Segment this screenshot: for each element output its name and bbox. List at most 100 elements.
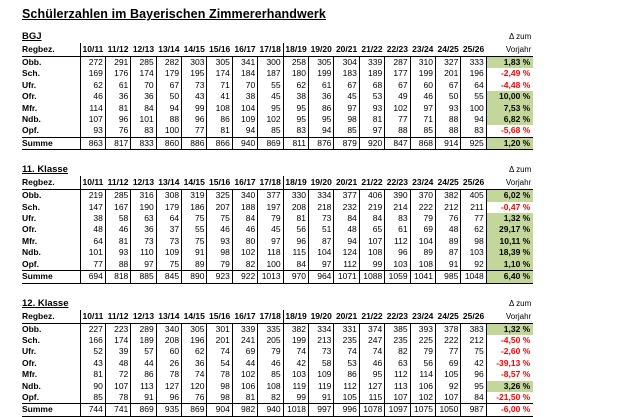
value-cell: 73 (181, 79, 208, 92)
year-header: 12/13 (130, 43, 157, 57)
value-cell: 227 (80, 323, 106, 335)
value-cell: 46 (410, 91, 436, 103)
value-cell: 110 (130, 247, 157, 259)
value-cell: 303 (181, 56, 208, 69)
value-cell: 95 (257, 102, 284, 115)
year-header: 20/21 (333, 309, 360, 324)
year-header: 10/11 (80, 309, 106, 324)
value-cell: 54 (206, 357, 233, 370)
value-cell: 93 (80, 125, 106, 138)
data-row: Sch. 166 174 189 208 196 201 241 205 199 213 235 247… (22, 334, 533, 347)
value-cell: 199 (410, 68, 436, 80)
value-cell: 70 (130, 79, 157, 92)
value-cell: 188 (232, 201, 259, 214)
value-cell: 44 (130, 357, 157, 370)
value-cell: 45 (333, 91, 360, 103)
value-cell: 36 (181, 357, 208, 370)
delta-cell: 10,00 % (486, 91, 534, 103)
value-cell: 103 (283, 369, 310, 381)
value-cell: 108 (257, 380, 284, 392)
value-cell: 199 (308, 68, 335, 80)
value-cell: 79 (410, 213, 436, 225)
value-cell: 97 (333, 102, 360, 115)
year-header: 19/20 (308, 43, 334, 57)
value-cell: 1088 (359, 270, 386, 284)
value-cell: 119 (283, 380, 310, 392)
value-cell: 84 (283, 258, 310, 271)
value-cell: 940 (232, 136, 259, 151)
value-cell: 97 (410, 102, 436, 115)
value-cell: 741 (105, 403, 132, 417)
value-cell: 107 (384, 391, 411, 404)
value-cell: 109 (308, 369, 335, 381)
year-header: 18/19 (283, 309, 309, 324)
value-cell: 982 (232, 403, 259, 417)
value-cell: 74 (283, 346, 310, 358)
value-cell: 26 (156, 357, 183, 370)
value-cell: 1059 (384, 270, 411, 284)
row-label: Summe (22, 136, 81, 151)
value-cell: 232 (333, 201, 360, 214)
value-cell: 890 (181, 270, 208, 284)
value-cell: 940 (257, 403, 284, 417)
value-cell: 55 (257, 79, 284, 92)
value-cell: 316 (130, 189, 157, 202)
data-row: Ndb. 90 107 113 127 120 98 106 108 119 119 112 127 11… (22, 380, 534, 392)
value-cell: 94 (460, 114, 487, 126)
value-cell: 86 (333, 369, 360, 381)
data-row: Opf. 93 76 83 100 77 81 94 85 83 94 85 97 88 85 88 83 -5,… (22, 125, 533, 138)
value-cell: 166 (80, 334, 106, 347)
value-cell: 77 (80, 258, 106, 271)
value-cell: 885 (130, 270, 157, 284)
value-cell: 86 (130, 369, 157, 381)
value-cell: 76 (105, 125, 132, 138)
data-row: Ufr. 52 39 57 60 62 74 69 79 74 73 74 74 82 79 77 75 -2,6… (22, 346, 533, 358)
value-cell: 83 (130, 125, 157, 138)
year-header: 21/22 (359, 176, 385, 191)
value-cell: 98 (206, 391, 233, 404)
value-cell: 83 (384, 213, 411, 225)
value-cell: 92 (460, 258, 487, 271)
value-cell: 327 (435, 56, 462, 69)
year-header: 13/14 (156, 43, 182, 57)
data-row: Ofr. 46 36 36 50 43 41 38 45 38 36 45 53 49 46 50 55 10,0… (22, 91, 534, 103)
delta-header-line1: Δ zum (509, 298, 532, 308)
value-cell: 869 (257, 136, 284, 151)
value-cell: 184 (232, 68, 259, 80)
value-cell: 197 (257, 201, 284, 214)
year-header: 20/21 (333, 176, 360, 191)
year-header: 18/19 (283, 176, 309, 191)
delta-cell: -8,57 % (500, 369, 531, 380)
data-row: Mfr. 114 81 84 94 99 108 104 95 95 86 97 93 102 97 93 10… (22, 102, 534, 115)
value-cell: 52 (80, 346, 106, 358)
row-label: Sch. (22, 68, 81, 80)
delta-header-line2: Vorjahr (486, 43, 534, 57)
value-cell: 112 (333, 380, 360, 392)
value-cell: 935 (156, 403, 183, 417)
value-cell: 335 (257, 323, 284, 335)
value-cell: 37 (156, 224, 183, 236)
value-cell: 374 (359, 323, 386, 335)
value-cell: 247 (359, 334, 386, 347)
value-cell: 340 (156, 323, 183, 335)
value-cell: 970 (283, 270, 310, 284)
row-label: Mfr. (22, 369, 81, 381)
delta-cell: -2,49 % (500, 68, 531, 79)
value-cell: 80 (232, 235, 259, 248)
row-label: Obb. (22, 323, 81, 335)
delta-cell: 18,39 % (486, 247, 534, 259)
value-cell: 100 (156, 125, 183, 138)
value-cell: 61 (384, 224, 411, 236)
year-header: 22/23 (384, 176, 411, 191)
delta-cell: -4,50 % (500, 334, 531, 345)
row-label: Opf. (22, 258, 81, 271)
row-label: Summe (22, 403, 81, 417)
delta-cell: -5,68 % (500, 125, 531, 136)
value-cell: 46 (232, 224, 259, 236)
value-cell: 64 (80, 235, 106, 248)
data-row: Opf. 77 88 97 75 89 79 82 100 84 97 112 99 103 108 91 92… (22, 258, 534, 271)
year-header: 25/26 (460, 176, 487, 191)
value-cell: 109 (156, 247, 183, 259)
value-cell: 97 (257, 235, 284, 248)
